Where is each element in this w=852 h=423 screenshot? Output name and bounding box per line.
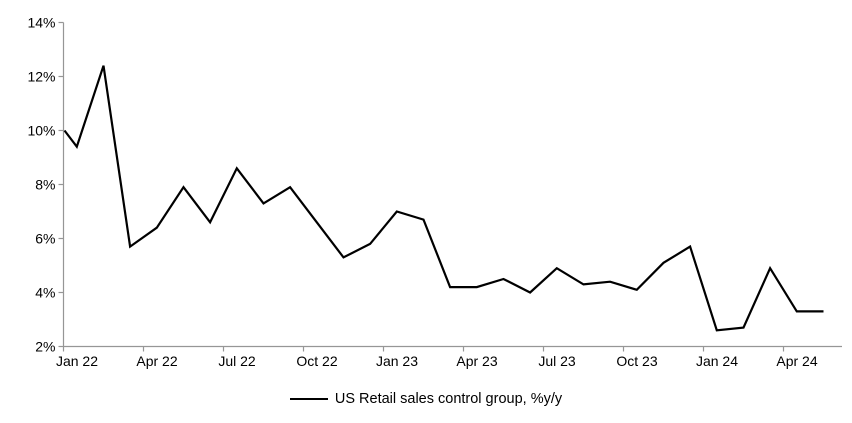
series-line (63, 65, 824, 332)
x-axis-label: Jan 22 (56, 353, 98, 369)
y-axis-label: 12% (27, 69, 55, 85)
y-axis-label: 2% (35, 339, 55, 355)
x-axis-label: Jul 22 (218, 353, 256, 369)
y-axis-label: 6% (35, 231, 55, 247)
legend-series-label: US Retail sales control group, %y/y (334, 391, 563, 407)
y-axis-label: 10% (27, 123, 55, 139)
legend-line-icon (289, 398, 328, 400)
y-axis-label: 4% (35, 285, 55, 301)
chart-legend: US Retail sales control group, %y/y (0, 388, 852, 410)
y-axis-label: 14% (27, 15, 55, 31)
x-axis-label: Oct 23 (616, 353, 657, 369)
x-axis-label: Jul 23 (538, 353, 576, 369)
x-axis-label: Apr 22 (136, 353, 177, 369)
x-axis-label: Apr 24 (776, 353, 817, 369)
x-axis-label: Apr 23 (456, 353, 497, 369)
y-axis-label: 8% (35, 177, 55, 193)
x-axis-label: Oct 22 (296, 353, 337, 369)
x-axis-label: Jan 24 (696, 353, 738, 369)
x-axis-label: Jan 23 (376, 353, 418, 369)
line-chart-canvas: 14% 12% 10% 8% 6% 4% 2%Jan 22 Apr 22 Jul 22 Oct 2… (27, 15, 842, 369)
